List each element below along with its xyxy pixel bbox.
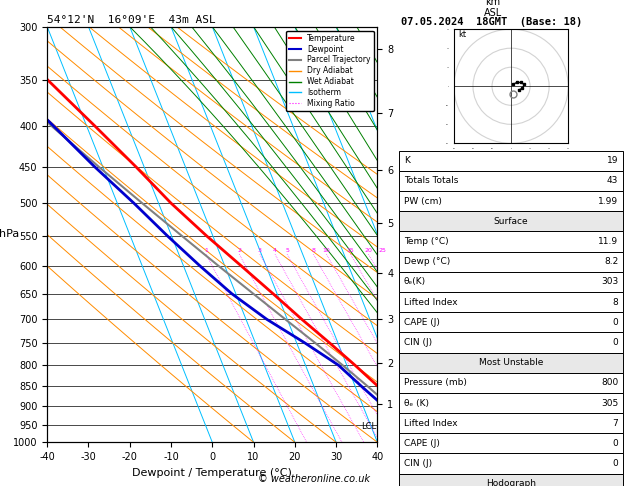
- Text: 20: 20: [364, 248, 372, 253]
- Text: CIN (J): CIN (J): [404, 338, 432, 347]
- Text: CIN (J): CIN (J): [404, 459, 432, 468]
- Text: 11.9: 11.9: [598, 237, 618, 246]
- Text: 19: 19: [607, 156, 618, 165]
- Bar: [399, 312, 623, 332]
- Text: 800: 800: [601, 378, 618, 387]
- Text: 3: 3: [258, 248, 262, 253]
- Bar: [399, 191, 623, 211]
- Bar: [399, 393, 623, 413]
- Text: θₑ (K): θₑ (K): [404, 399, 429, 408]
- Text: 0: 0: [613, 459, 618, 468]
- Bar: [399, 231, 623, 252]
- Bar: [399, 292, 623, 312]
- Text: K: K: [404, 156, 409, 165]
- Bar: [399, 252, 623, 272]
- Text: 10: 10: [323, 248, 330, 253]
- Text: CAPE (J): CAPE (J): [404, 318, 440, 327]
- Text: Totals Totals: Totals Totals: [404, 176, 459, 186]
- Text: 4: 4: [273, 248, 277, 253]
- Text: 1: 1: [204, 248, 208, 253]
- Text: Most Unstable: Most Unstable: [479, 358, 543, 367]
- Text: 5: 5: [285, 248, 289, 253]
- Text: 43: 43: [607, 176, 618, 186]
- Text: 305: 305: [601, 399, 618, 408]
- Text: CAPE (J): CAPE (J): [404, 439, 440, 448]
- Text: © weatheronline.co.uk: © weatheronline.co.uk: [259, 473, 370, 484]
- Text: 0: 0: [613, 439, 618, 448]
- Text: 303: 303: [601, 278, 618, 286]
- Text: 7: 7: [613, 419, 618, 428]
- Bar: [399, 352, 623, 373]
- Text: Lifted Index: Lifted Index: [404, 297, 457, 307]
- Legend: Temperature, Dewpoint, Parcel Trajectory, Dry Adiabat, Wet Adiabat, Isotherm, Mi: Temperature, Dewpoint, Parcel Trajectory…: [286, 31, 374, 111]
- Text: Pressure (mb): Pressure (mb): [404, 378, 467, 387]
- Text: km
ASL: km ASL: [484, 0, 502, 18]
- Text: Surface: Surface: [494, 217, 528, 226]
- Bar: [399, 373, 623, 393]
- Bar: [399, 434, 623, 453]
- Text: 8: 8: [613, 297, 618, 307]
- Bar: [399, 211, 623, 231]
- Text: 0: 0: [613, 318, 618, 327]
- Text: 8: 8: [311, 248, 315, 253]
- Text: PW (cm): PW (cm): [404, 197, 442, 206]
- Text: 54°12'N  16°09'E  43m ASL: 54°12'N 16°09'E 43m ASL: [47, 15, 216, 25]
- Bar: [399, 413, 623, 434]
- Bar: [399, 151, 623, 171]
- Text: 25: 25: [379, 248, 386, 253]
- Text: kt: kt: [458, 30, 466, 39]
- Bar: [399, 332, 623, 352]
- Text: Temp (°C): Temp (°C): [404, 237, 448, 246]
- Text: 0: 0: [613, 338, 618, 347]
- Text: Lifted Index: Lifted Index: [404, 419, 457, 428]
- Text: 07.05.2024  18GMT  (Base: 18): 07.05.2024 18GMT (Base: 18): [401, 17, 582, 27]
- Bar: [399, 453, 623, 474]
- Text: Dewp (°C): Dewp (°C): [404, 257, 450, 266]
- Bar: [399, 474, 623, 486]
- Text: 15: 15: [347, 248, 355, 253]
- Text: 1.99: 1.99: [598, 197, 618, 206]
- Text: Hodograph: Hodograph: [486, 479, 536, 486]
- Text: hPa: hPa: [0, 229, 19, 240]
- Text: 8.2: 8.2: [604, 257, 618, 266]
- Text: LCL: LCL: [361, 422, 376, 431]
- Text: θₑ(K): θₑ(K): [404, 278, 426, 286]
- Bar: [399, 171, 623, 191]
- Text: Mixing Ratio (g/kg): Mixing Ratio (g/kg): [450, 236, 459, 316]
- X-axis label: Dewpoint / Temperature (°C): Dewpoint / Temperature (°C): [132, 468, 292, 478]
- Bar: [399, 272, 623, 292]
- Text: 2: 2: [237, 248, 242, 253]
